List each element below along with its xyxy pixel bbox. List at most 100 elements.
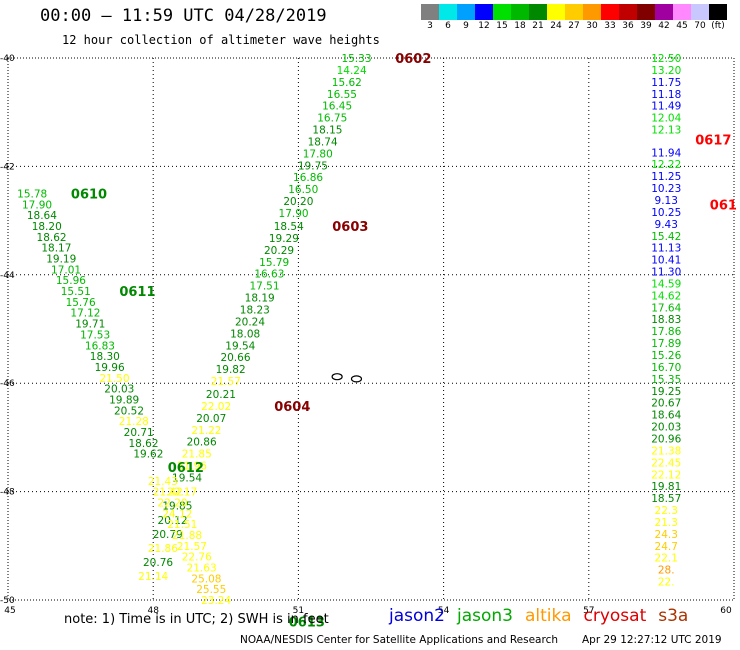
wave-height-value: 18.54 — [274, 221, 304, 233]
wave-height-value: 19.19 — [46, 254, 76, 266]
wave-height-value: 20.52 — [114, 405, 144, 417]
map-grid — [8, 58, 734, 600]
legend-label: (ft) — [711, 21, 725, 31]
wave-height-value: 20.12 — [158, 515, 188, 527]
legend-swatch — [655, 4, 673, 20]
legend-swatch — [709, 4, 727, 20]
y-tick-label: -40 — [0, 54, 15, 64]
wave-height-value: 16.45 — [322, 101, 352, 113]
wave-height-value: 10.25 — [651, 207, 681, 219]
wave-height-value: 18.15 — [312, 125, 342, 137]
wave-height-value: 12.04 — [651, 113, 681, 125]
legend-label: 12 — [478, 21, 490, 31]
legend-bin: 30 — [583, 4, 601, 31]
wave-height-value: 21.28 — [119, 416, 149, 428]
wave-height-value: 18.64 — [651, 410, 681, 422]
wave-height-value: 9.43 — [655, 219, 678, 231]
wave-height-value: 16.86 — [293, 172, 323, 184]
legend-bin: 27 — [565, 4, 583, 31]
wave-height-value: 21.3 — [655, 517, 678, 529]
x-tick-label: 51 — [293, 606, 304, 616]
wave-height-value: 19.25 — [651, 386, 681, 398]
legend-swatch — [565, 4, 583, 20]
legend-bin: 6 — [439, 4, 457, 31]
legend-label: 70 — [694, 21, 706, 31]
wave-height-value: 22.17 — [167, 487, 197, 499]
x-tick-label: 48 — [147, 606, 159, 616]
wave-height-value: 21.86 — [148, 543, 178, 555]
wave-height-value: 20.66 — [220, 352, 250, 364]
land-masses — [331, 373, 363, 383]
wave-height-value: 21.50 — [99, 373, 129, 385]
legend-bin: 45 — [673, 4, 691, 31]
wave-height-value: 17.86 — [651, 326, 681, 338]
wave-height-value: 14.59 — [651, 278, 681, 290]
wave-height-value: 20.79 — [153, 529, 183, 541]
wave-height-value: 15.78 — [17, 189, 47, 201]
wave-height-value: 20.76 — [143, 557, 173, 569]
y-tick-label: -44 — [0, 271, 15, 281]
wave-height-value: 20.21 — [206, 389, 236, 401]
wave-height-value: 22.1 — [655, 553, 678, 565]
wave-height-value: 12.13 — [651, 125, 681, 137]
pass-label: 0603 — [332, 220, 368, 235]
wave-height-value: 13.20 — [651, 65, 681, 77]
wave-height-value: 17.90 — [22, 199, 52, 211]
wave-height-value: 22.3 — [655, 505, 678, 517]
wave-height-value: 17.80 — [303, 148, 333, 160]
pass-label: 0613 — [289, 616, 325, 631]
wave-height-value: 18.62 — [37, 232, 67, 244]
legend-swatch — [457, 4, 475, 20]
wave-height-value: 16.63 — [254, 269, 284, 281]
wave-height-value: 16.83 — [85, 340, 115, 352]
legend-swatch — [619, 4, 637, 20]
map-subtitle: 12 hour collection of altimeter wave hei… — [62, 33, 380, 47]
wave-height-value: 19.71 — [75, 319, 105, 331]
wave-height-value: 18.30 — [90, 351, 120, 363]
legend-swatch — [601, 4, 619, 20]
wave-height-value: 28. — [658, 565, 675, 577]
legend-swatch — [475, 4, 493, 20]
wave-height-value: 19.54 — [172, 473, 202, 485]
legend-swatch — [673, 4, 691, 20]
generated-timestamp: Apr 29 12:27:12 UTC 2019 — [582, 634, 722, 646]
wave-height-value: 22.45 — [651, 457, 681, 469]
wave-height-value: 22.12 — [651, 469, 681, 481]
wave-height-value: 19.85 — [162, 501, 192, 513]
legend-bin: 21 — [529, 4, 547, 31]
legend-swatch — [583, 4, 601, 20]
wave-height-value: 21.57 — [177, 541, 207, 553]
wave-height-value: 17.64 — [651, 302, 681, 314]
wave-height-value: 18.74 — [308, 136, 338, 148]
wave-height-value: 15.76 — [66, 297, 96, 309]
wave-height-value: 19.62 — [133, 449, 163, 461]
units-note: note: 1) Time is in UTC; 2) SWH is in fe… — [64, 612, 329, 627]
wave-height-value: 22. — [658, 577, 675, 589]
legend-swatch — [691, 4, 709, 20]
legend-bin: 36 — [619, 4, 637, 31]
legend-label: 36 — [622, 21, 634, 31]
wave-height-value: 17.53 — [80, 329, 110, 341]
satellite-name: altika — [525, 606, 572, 626]
altimeter-passes: 15.3314.2415.6216.5516.4516.7518.1518.74… — [17, 52, 737, 631]
wave-height-value: 19.54 — [225, 340, 255, 352]
wave-height-value: 18.83 — [651, 314, 681, 326]
wave-height-value: 21.85 — [182, 449, 212, 461]
wave-height-value: 17.51 — [249, 281, 279, 293]
legend-bin: 18 — [511, 4, 529, 31]
wave-height-value: 17.01 — [51, 264, 81, 276]
wave-height-value: 20.71 — [124, 427, 154, 439]
pass-label: 0612 — [168, 461, 204, 476]
wave-height-value: 11.18 — [651, 89, 681, 101]
legend-label: 42 — [658, 21, 670, 31]
x-tick-label: 45 — [4, 606, 15, 616]
wave-height-value: 11.30 — [651, 267, 681, 279]
wave-height-value: 19.96 — [95, 362, 125, 374]
wave-height-value: 17.89 — [651, 338, 681, 350]
wave-height-value: 20.03 — [651, 422, 681, 434]
pass-label: 0611 — [119, 285, 155, 300]
legend-bin: 70 — [691, 4, 709, 31]
wave-height-value: 15.51 — [61, 286, 91, 298]
wave-height-value: 15.96 — [56, 275, 86, 287]
wave-height-value: 18.19 — [245, 293, 275, 305]
